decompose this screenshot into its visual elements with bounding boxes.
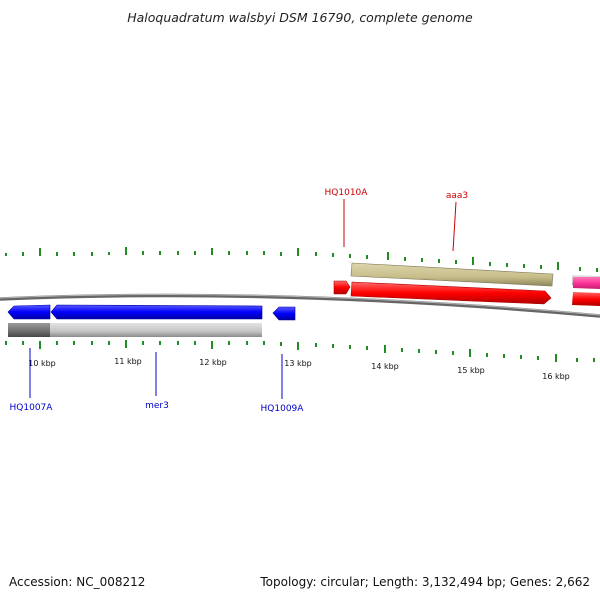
gene-label-hq1007a[interactable]: HQ1007A xyxy=(10,403,54,413)
kbp-label: 13 kbp xyxy=(284,359,312,368)
gray-track-feature[interactable] xyxy=(50,323,262,337)
map-title: Haloquadratum walsbyi DSM 16790, complet… xyxy=(127,10,473,25)
lower-tick-row xyxy=(5,340,595,362)
kbp-label: 10 kbp xyxy=(28,359,56,368)
forward-cds-aaa3[interactable] xyxy=(350,281,552,305)
leader-line-aaa3 xyxy=(452,201,457,252)
kbp-label: 11 kbp xyxy=(114,357,142,366)
kbp-label: 15 kbp xyxy=(457,366,485,375)
gene-label-hq1009a[interactable]: HQ1009A xyxy=(261,404,305,414)
gene-label-mer3[interactable]: mer3 xyxy=(145,401,169,411)
genome-summary-text: Topology: circular; Length: 3,132,494 bp… xyxy=(260,575,590,589)
gene-label-aaa3[interactable]: aaa3 xyxy=(446,191,468,201)
upper-tick-row xyxy=(5,247,598,272)
accession-text: Accession: NC_008212 xyxy=(9,575,146,589)
reverse-cds-hq1009a[interactable] xyxy=(272,306,296,321)
reverse-cds-mer3[interactable] xyxy=(50,304,263,320)
kbp-labels: 10 kbp 11 kbp 12 kbp 13 kbp 14 kbp 15 kb… xyxy=(28,357,570,381)
dark-track-feature[interactable] xyxy=(8,323,50,337)
khaki-track-feature[interactable] xyxy=(350,262,554,287)
reverse-cds-hq1007a[interactable] xyxy=(7,304,51,320)
kbp-label: 16 kbp xyxy=(542,372,570,381)
gene-label-hq1010a[interactable]: HQ1010A xyxy=(325,188,369,198)
genome-backbone-highlight xyxy=(0,293,600,316)
forward-cds-hq1010a[interactable] xyxy=(333,280,351,295)
pink-feature-right-edge[interactable] xyxy=(573,277,600,289)
forward-cds-right-edge[interactable] xyxy=(572,292,600,306)
kbp-label: 14 kbp xyxy=(371,362,399,371)
kbp-label: 12 kbp xyxy=(199,358,227,367)
genome-backbone xyxy=(0,293,600,318)
